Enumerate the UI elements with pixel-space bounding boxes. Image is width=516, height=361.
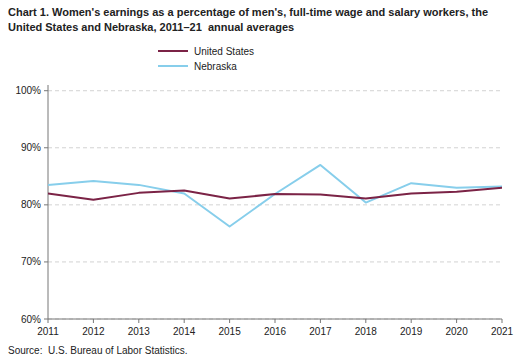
y-axis: 60% 70% 80% 90% 100% (15, 85, 48, 325)
y-tick (44, 90, 48, 91)
series-group (48, 165, 502, 227)
x-tick-label: 2012 (82, 326, 105, 337)
y-tick-label: 100% (15, 85, 41, 96)
x-tick (365, 319, 366, 323)
title: Chart 1. Women's earnings as a percentag… (8, 6, 488, 33)
legend-swatch (158, 50, 188, 52)
x-tick-label: 2014 (173, 326, 196, 337)
y-tick (44, 147, 48, 148)
y-tick (44, 204, 48, 205)
y-axis-line (48, 85, 49, 319)
grid-line (48, 147, 502, 148)
source: Source: U.S. Bureau of Labor Statistics. (8, 345, 188, 356)
legend-label: United States (194, 46, 254, 57)
x-tick (93, 319, 94, 323)
y-tick (44, 261, 48, 262)
y-tick-label: 70% (21, 256, 41, 267)
grid-line (48, 204, 502, 205)
x-tick (502, 319, 503, 323)
x-tick (184, 319, 185, 323)
series-line (48, 165, 502, 227)
x-tick-label: 2018 (355, 326, 378, 337)
x-tick (275, 319, 276, 323)
x-tick (320, 319, 321, 323)
x-tick (456, 319, 457, 323)
x-tick-label: 2017 (309, 326, 332, 337)
legend-swatch (158, 65, 188, 67)
x-tick (138, 319, 139, 323)
x-tick-label: 2011 (37, 326, 59, 337)
x-tick (411, 319, 412, 323)
y-tick-label: 80% (21, 199, 41, 210)
chart: Chart 1. Women's earnings as a percentag… (0, 0, 516, 361)
x-tick-label: 2019 (400, 326, 423, 337)
legend: United States Nebraska (158, 46, 254, 72)
x-tick-label: 2013 (128, 326, 151, 337)
x-tick (229, 319, 230, 323)
grid (48, 91, 502, 319)
grid-line (48, 90, 502, 91)
series-line (48, 188, 502, 200)
x-tick-label: 2016 (264, 326, 287, 337)
y-tick-label: 60% (21, 314, 41, 325)
y-tick (44, 319, 48, 320)
x-tick-label: 2020 (445, 326, 468, 337)
x-tick (48, 319, 49, 323)
y-tick-label: 90% (21, 142, 41, 153)
x-tick-label: 2021 (491, 326, 514, 337)
x-tick-label: 2015 (218, 326, 241, 337)
legend-label: Nebraska (194, 61, 237, 72)
grid-line (48, 261, 502, 262)
x-axis: 2011 2012 2013 2014 2015 2016 2017 2018 2019 2020… (37, 319, 513, 337)
